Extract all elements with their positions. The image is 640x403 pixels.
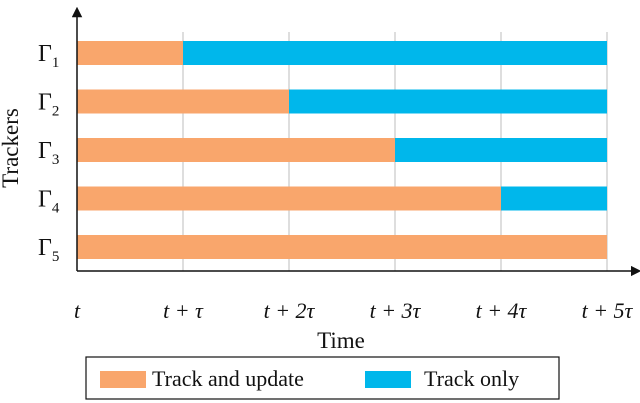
legend-label-track-and-update: Track and update bbox=[152, 366, 304, 391]
bar-5-track-and-update bbox=[77, 235, 607, 259]
x-tick-label-5: t + 5τ bbox=[582, 298, 634, 323]
legend-label-track-only: Track only bbox=[424, 366, 519, 391]
y-category-label-2: Γ2 bbox=[38, 90, 59, 120]
legend-box bbox=[85, 356, 560, 400]
legend: Track and update Track only bbox=[85, 356, 560, 400]
bar-2-track-only bbox=[289, 89, 607, 114]
x-tick-label-3: t + 3τ bbox=[370, 298, 422, 323]
y-category-label-4: Γ4 bbox=[38, 187, 60, 217]
bar-4-track-only bbox=[501, 186, 607, 211]
x-tick-label-4: t + 4τ bbox=[476, 298, 528, 323]
y-category-label-1: Γ1 bbox=[38, 41, 59, 71]
bar-3-track-only bbox=[395, 138, 607, 162]
x-tick-labels: t t + τ t + 2τ t + 3τ t + 4τ t + 5τ bbox=[74, 298, 634, 323]
bar-1-track-and-update bbox=[77, 41, 183, 65]
x-tick-label-2: t + 2τ bbox=[264, 298, 316, 323]
x-axis-label: Time bbox=[317, 328, 365, 353]
y-category-label-5: Γ5 bbox=[38, 235, 59, 265]
bar-2-track-and-update bbox=[77, 89, 289, 114]
bars bbox=[77, 41, 607, 259]
bar-1-track-only bbox=[183, 41, 607, 65]
bar-4-track-and-update bbox=[77, 186, 501, 211]
x-tick-label-0: t bbox=[74, 298, 81, 323]
legend-swatch-track-only bbox=[365, 371, 411, 388]
y-category-label-3: Γ3 bbox=[38, 138, 59, 168]
bar-3-track-and-update bbox=[77, 138, 395, 162]
x-tick-label-1: t + τ bbox=[163, 298, 204, 323]
y-axis-label: Trackers bbox=[0, 108, 23, 188]
y-category-labels: Γ1 Γ2 Γ3 Γ4 Γ5 bbox=[38, 41, 60, 265]
legend-swatch-track-and-update bbox=[100, 371, 146, 388]
